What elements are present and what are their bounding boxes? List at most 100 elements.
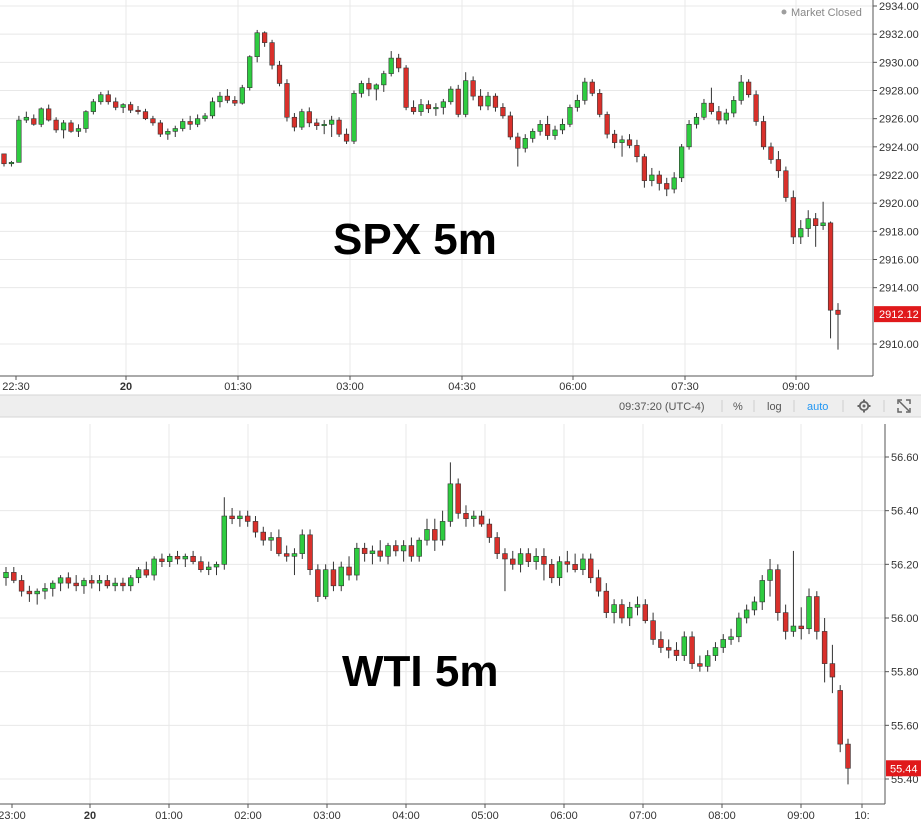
candle-down[interactable] bbox=[814, 596, 820, 632]
candle-down[interactable] bbox=[306, 111, 312, 124]
candle-down[interactable] bbox=[46, 108, 52, 121]
candle-down[interactable] bbox=[408, 545, 415, 557]
candle-up[interactable] bbox=[619, 139, 625, 143]
auto-scale-button[interactable]: auto bbox=[807, 401, 828, 413]
candle-up[interactable] bbox=[96, 580, 103, 584]
candle-up[interactable] bbox=[34, 590, 40, 595]
candle-up[interactable] bbox=[418, 104, 424, 112]
candle-up[interactable] bbox=[759, 580, 765, 603]
candle-down[interactable] bbox=[760, 121, 767, 148]
candle-up[interactable] bbox=[299, 111, 305, 128]
candle-down[interactable] bbox=[611, 133, 618, 143]
candle-up[interactable] bbox=[202, 115, 208, 119]
candle-down[interactable] bbox=[634, 145, 640, 157]
candle-up[interactable] bbox=[329, 119, 335, 125]
candle-down[interactable] bbox=[18, 580, 25, 592]
candle-up[interactable] bbox=[552, 129, 558, 136]
candle-down[interactable] bbox=[283, 553, 290, 557]
candle-down[interactable] bbox=[775, 569, 781, 613]
candle-down[interactable] bbox=[716, 111, 722, 121]
log-scale-button[interactable]: log bbox=[767, 401, 782, 413]
candle-up[interactable] bbox=[299, 534, 305, 554]
candle-up[interactable] bbox=[81, 580, 87, 587]
candle-up[interactable] bbox=[358, 83, 365, 94]
candle-down[interactable] bbox=[500, 107, 506, 117]
candle-down[interactable] bbox=[343, 133, 350, 142]
candle-down[interactable] bbox=[366, 83, 372, 90]
candle-down[interactable] bbox=[190, 555, 196, 562]
candle-up[interactable] bbox=[751, 601, 758, 611]
candle-up[interactable] bbox=[23, 116, 29, 121]
candle-up[interactable] bbox=[767, 569, 773, 581]
candle-up[interactable] bbox=[580, 558, 586, 571]
candle-up[interactable] bbox=[790, 625, 797, 632]
candle-down[interactable] bbox=[11, 572, 17, 581]
candle-up[interactable] bbox=[321, 124, 327, 127]
candle-down[interactable] bbox=[549, 564, 555, 579]
candle-down[interactable] bbox=[507, 115, 513, 138]
candle-down[interactable] bbox=[143, 569, 150, 576]
candle-up[interactable] bbox=[400, 545, 407, 552]
candle-up[interactable] bbox=[354, 547, 360, 576]
candle-up[interactable] bbox=[574, 100, 580, 108]
candle-down[interactable] bbox=[783, 170, 789, 198]
candle-down[interactable] bbox=[642, 604, 649, 621]
candle-down[interactable] bbox=[525, 553, 532, 562]
spx-candles[interactable] bbox=[1, 29, 841, 350]
candle-down[interactable] bbox=[604, 114, 610, 135]
candle-down[interactable] bbox=[291, 116, 298, 128]
candle-up[interactable] bbox=[679, 146, 685, 179]
candle-down[interactable] bbox=[510, 558, 516, 565]
candle-up[interactable] bbox=[649, 174, 655, 181]
candle-down[interactable] bbox=[845, 743, 851, 769]
candle-down[interactable] bbox=[478, 515, 485, 525]
candle-up[interactable] bbox=[439, 521, 446, 541]
candle-up[interactable] bbox=[217, 95, 223, 103]
candle-down[interactable] bbox=[393, 545, 399, 552]
candle-up[interactable] bbox=[447, 483, 454, 522]
candle-up[interactable] bbox=[611, 604, 617, 613]
candle-down[interactable] bbox=[746, 81, 752, 96]
candle-up[interactable] bbox=[180, 121, 186, 129]
candle-up[interactable] bbox=[351, 93, 357, 142]
candle-down[interactable] bbox=[603, 590, 610, 613]
candle-up[interactable] bbox=[424, 529, 430, 541]
candle-up[interactable] bbox=[530, 131, 536, 139]
candle-down[interactable] bbox=[127, 104, 134, 111]
candle-down[interactable] bbox=[455, 483, 461, 514]
candle-down[interactable] bbox=[232, 100, 238, 104]
candle-up[interactable] bbox=[205, 566, 212, 570]
candle-down[interactable] bbox=[361, 547, 368, 554]
candle-up[interactable] bbox=[463, 80, 469, 115]
candle-down[interactable] bbox=[330, 569, 337, 587]
candle-up[interactable] bbox=[128, 577, 134, 587]
candle-down[interactable] bbox=[31, 118, 37, 125]
candle-down[interactable] bbox=[470, 80, 476, 97]
candle-down[interactable] bbox=[827, 222, 834, 311]
candle-up[interactable] bbox=[388, 57, 394, 74]
candle-down[interactable] bbox=[494, 537, 500, 554]
candle-down[interactable] bbox=[68, 122, 74, 132]
candle-up[interactable] bbox=[322, 569, 329, 597]
candle-up[interactable] bbox=[471, 515, 477, 520]
candle-up[interactable] bbox=[385, 545, 391, 557]
candle-down[interactable] bbox=[252, 521, 259, 533]
candle-up[interactable] bbox=[805, 218, 811, 229]
candle-down[interactable] bbox=[159, 558, 165, 562]
candle-down[interactable] bbox=[198, 561, 204, 571]
candle-down[interactable] bbox=[89, 580, 95, 584]
candle-up[interactable] bbox=[50, 582, 56, 589]
candle-down[interactable] bbox=[656, 174, 662, 184]
candle-down[interactable] bbox=[790, 197, 796, 238]
candle-down[interactable] bbox=[588, 558, 594, 579]
candle-down[interactable] bbox=[697, 663, 703, 667]
candle-up[interactable] bbox=[743, 609, 750, 619]
candle-up[interactable] bbox=[559, 124, 566, 131]
candle-down[interactable] bbox=[835, 309, 841, 315]
candle-up[interactable] bbox=[693, 116, 700, 125]
candle-down[interactable] bbox=[664, 183, 670, 190]
candle-up[interactable] bbox=[433, 107, 439, 110]
candle-up[interactable] bbox=[731, 100, 737, 114]
percent-scale-button[interactable]: % bbox=[733, 401, 743, 413]
candle-down[interactable] bbox=[26, 590, 33, 595]
